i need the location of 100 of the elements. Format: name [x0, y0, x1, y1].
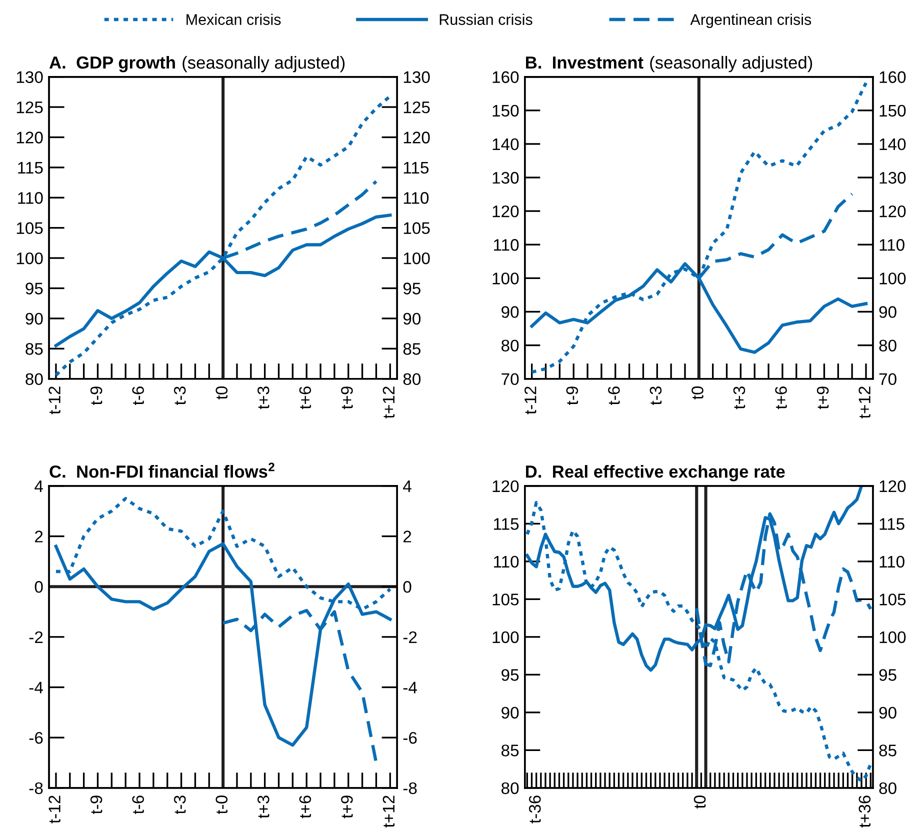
y2-tick-label: 120 — [880, 205, 906, 218]
x-tick-label: t-9 — [90, 796, 102, 814]
y-tick-label: 115 — [18, 162, 43, 174]
y-tick-label: 80 — [502, 782, 519, 794]
y2-tick-label: 120 — [880, 480, 906, 492]
y2-tick-label: 70 — [879, 373, 896, 386]
y-tick-label: 110 — [494, 239, 519, 251]
x-tick-label: t-3 — [174, 386, 186, 405]
y-tick-label: 110 — [494, 556, 519, 568]
y2-tick-label: 95 — [403, 282, 420, 294]
y2-tick-label: 85 — [403, 343, 420, 355]
x-tick-label: t-6 — [608, 386, 620, 405]
y2-tick-label: 110 — [880, 556, 904, 568]
y2-tick-label: -6 — [403, 732, 417, 744]
x-tick-label: t-3 — [174, 796, 186, 814]
y2-tick-label: -8 — [403, 782, 417, 794]
x-tick-label: t-0 — [216, 796, 228, 814]
y-tick-label: 105 — [492, 594, 519, 606]
y-tick-label: 2 — [35, 530, 43, 542]
y2-tick-label: 90 — [879, 306, 896, 318]
y-tick-label: 105 — [16, 222, 43, 234]
x-tick-label: t-9 — [566, 386, 578, 405]
y2-tick-label: 105 — [404, 222, 430, 234]
x-tick-label: t+36 — [858, 796, 871, 828]
x-tick-label: t+12 — [382, 796, 395, 828]
y2-tick-label: 140 — [880, 138, 906, 150]
y2-tick-label: 150 — [880, 104, 906, 117]
x-tick-label: t-12 — [48, 386, 60, 414]
x-tick-label: t+6 — [299, 386, 312, 410]
chart-subtitle: (seasonally adjusted) — [182, 56, 345, 72]
x-tick-label: t+3 — [257, 796, 270, 818]
y-tick-label: -4 — [29, 682, 43, 694]
chart-subtitle: (seasonally adjusted) — [650, 56, 812, 72]
y-tick-label: 70 — [502, 373, 519, 386]
y2-tick-label: -2 — [403, 631, 417, 643]
y-tick-label: 100 — [492, 272, 519, 284]
y2-tick-label: 80 — [403, 373, 421, 386]
y2-tick-label: 110 — [880, 239, 904, 251]
chart-title: A. GDP growth — [49, 56, 175, 72]
y2-tick-label: 120 — [404, 132, 430, 144]
y2-tick-label: 80 — [879, 782, 896, 794]
y-tick-label: 120 — [492, 205, 519, 218]
x-tick-label: t0 — [694, 796, 706, 809]
x-tick-label: t-9 — [90, 386, 102, 405]
chart-title: B. Investment — [526, 56, 644, 69]
x-tick-label: t0 — [692, 386, 704, 400]
x-tick-label: t+12 — [382, 386, 395, 418]
y-tick-label: 0 — [34, 581, 43, 593]
x-tick-label: t+3 — [257, 386, 270, 410]
y-tick-label: 85 — [502, 744, 519, 756]
y-tick-label: 120 — [16, 132, 43, 144]
x-tick-label: t-12 — [48, 796, 60, 824]
y-tick-label: 95 — [26, 282, 43, 294]
y-tick-label: 125 — [16, 101, 43, 114]
y-tick-label: 150 — [492, 104, 519, 117]
y-tick-label: 130 — [16, 71, 43, 84]
x-tick-label: t-6 — [132, 796, 144, 814]
y-tick-label: 140 — [492, 138, 519, 150]
y-tick-label: -2 — [29, 631, 43, 643]
chart-title: C. Non-FDI financial flows$^{2}$ — [50, 462, 274, 478]
y-tick-label: 85 — [26, 343, 43, 355]
x-tick-label: t+9 — [341, 386, 353, 410]
x-tick-label: t-36 — [528, 796, 541, 824]
y-tick-label: 90 — [26, 312, 43, 325]
y-tick-label: 100 — [16, 252, 43, 264]
y2-tick-label: 95 — [879, 669, 896, 681]
y2-tick-label: 105 — [880, 594, 906, 606]
y-tick-label: 110 — [18, 192, 43, 204]
x-tick-label: t-6 — [132, 386, 144, 405]
x-tick-label: t+6 — [775, 386, 787, 410]
legend-label: Argentinean crisis — [690, 14, 812, 28]
y2-tick-label: 100 — [880, 631, 906, 644]
y2-tick-label: 100 — [880, 272, 906, 284]
y2-tick-label: 90 — [403, 312, 421, 325]
x-tick-label: t+12 — [858, 386, 870, 418]
y-tick-label: 90 — [502, 306, 519, 318]
x-tick-label: t0 — [216, 386, 228, 400]
chart-title: D. Real effective exchange rate — [526, 465, 785, 482]
legend-label: Russian crisis — [440, 14, 532, 25]
y-tick-label: -8 — [29, 782, 43, 794]
y2-tick-label: 2 — [403, 530, 412, 542]
y2-tick-label: 80 — [879, 340, 896, 352]
y-tick-label: 100 — [492, 631, 519, 644]
y-tick-label: 115 — [494, 518, 519, 530]
y2-tick-label: 85 — [879, 744, 896, 756]
x-tick-label: t+9 — [816, 386, 829, 410]
x-tick-label: t-12 — [524, 386, 536, 414]
y2-tick-label: 90 — [879, 706, 896, 719]
y2-tick-label: 110 — [404, 192, 429, 204]
x-tick-label: t+6 — [299, 796, 312, 818]
x-tick-label: t+3 — [733, 386, 746, 410]
y-tick-label: 120 — [492, 480, 519, 492]
y2-tick-label: 100 — [404, 252, 430, 264]
y2-tick-label: 115 — [880, 518, 904, 530]
legend-label: Mexican crisis — [186, 14, 281, 25]
y2-tick-label: 4 — [403, 480, 412, 492]
y-tick-label: 4 — [34, 480, 43, 492]
y2-tick-label: -4 — [403, 682, 417, 694]
y2-tick-label: 130 — [880, 172, 906, 184]
y-tick-label: 160 — [492, 71, 519, 84]
